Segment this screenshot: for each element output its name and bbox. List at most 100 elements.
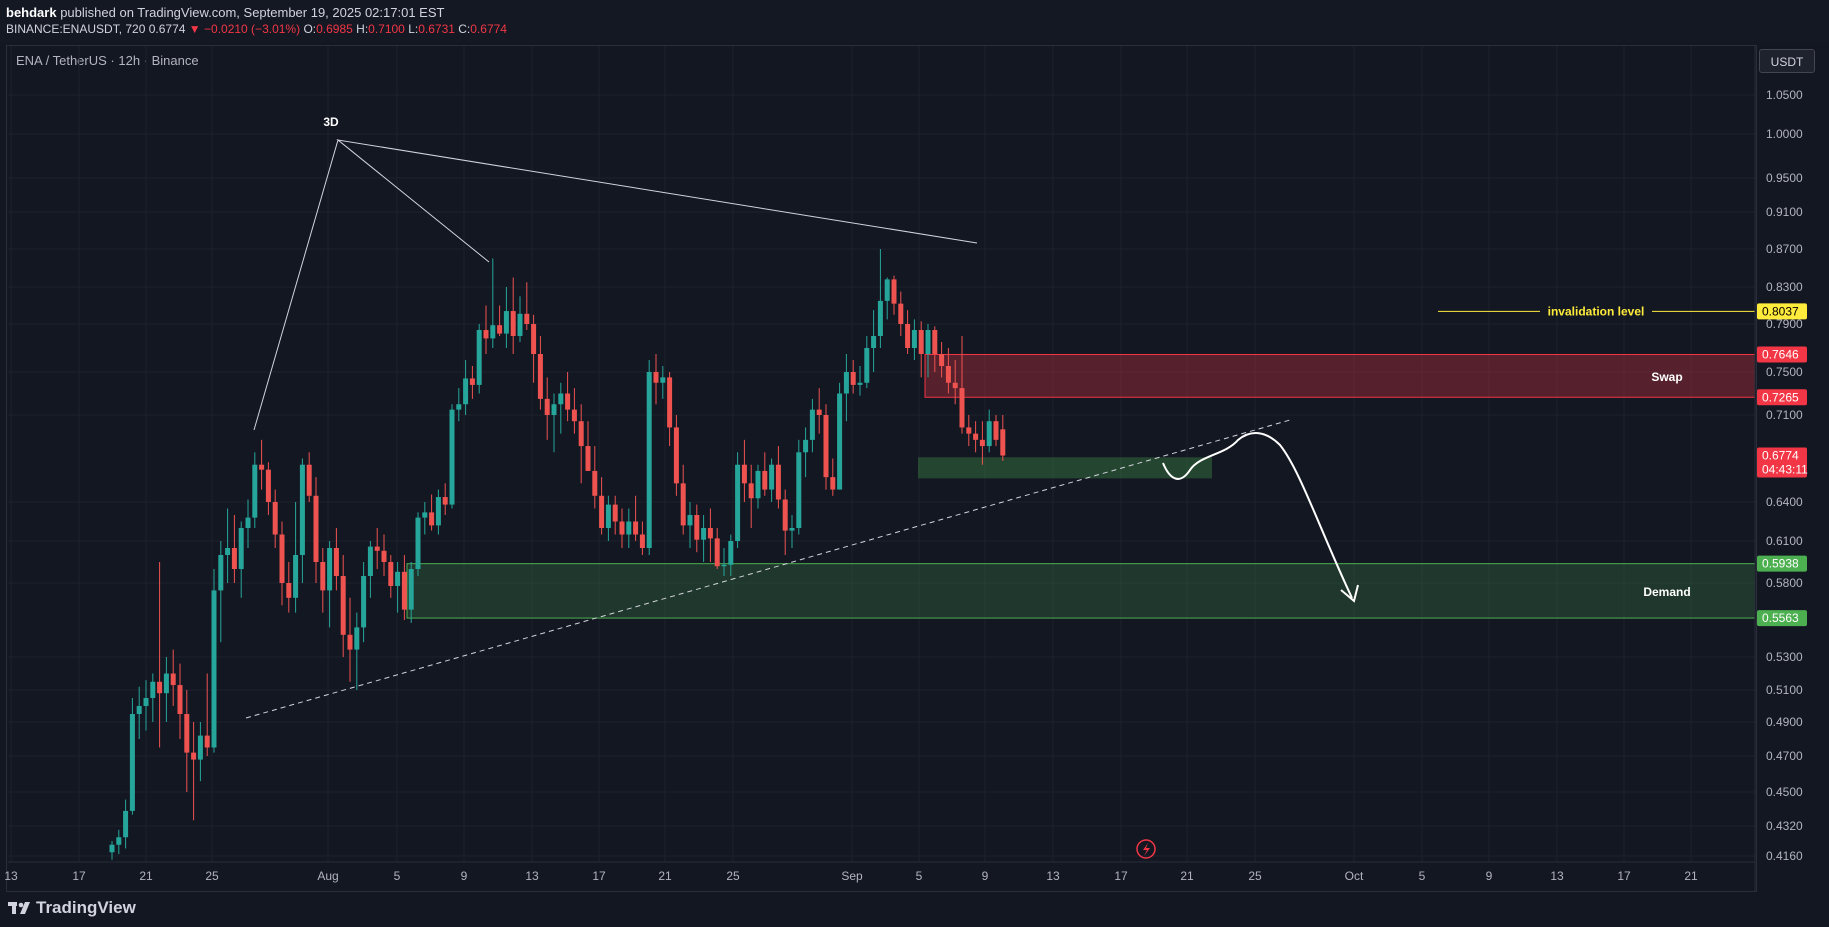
candle-body — [775, 464, 781, 500]
candle-body — [605, 504, 611, 528]
candle-body — [755, 470, 761, 499]
low-label: L: — [408, 22, 419, 36]
candle-body — [939, 354, 945, 366]
candle-body — [476, 330, 482, 385]
y-tick-label: 0.4320 — [1766, 819, 1803, 833]
candle-body — [238, 528, 244, 569]
candle-body — [660, 377, 666, 383]
candle-body — [415, 517, 421, 569]
candle-body — [993, 421, 999, 440]
footer — [0, 893, 1829, 927]
candle-body — [857, 382, 863, 385]
candle-body — [565, 393, 571, 410]
price-tag — [1757, 610, 1807, 627]
chart-frame — [6, 45, 1757, 892]
x-tick-label: 9 — [1486, 869, 1493, 883]
candle-body — [184, 714, 190, 753]
x-tick-label: 21 — [1684, 869, 1698, 883]
candle-body — [898, 303, 904, 324]
candle-body — [259, 464, 265, 470]
open-label: O: — [303, 22, 317, 36]
candle-body — [286, 583, 292, 598]
candle-body — [191, 752, 197, 760]
candle-body — [524, 313, 530, 324]
tradingview-logo[interactable]: TradingView — [8, 898, 136, 918]
open-value: 0.6985 — [316, 22, 353, 36]
candle-body — [299, 464, 305, 555]
candle-body — [973, 433, 979, 440]
zones: Swap Demand — [406, 353, 1756, 619]
candle-body — [911, 330, 917, 348]
candle-body — [116, 837, 122, 845]
x-tick-label: Sep — [841, 869, 863, 883]
x-tick-label: 21 — [658, 869, 672, 883]
candle-body — [728, 541, 734, 565]
candle-body — [701, 528, 707, 540]
candle-body — [612, 504, 618, 522]
close-label: C: — [458, 22, 471, 36]
candle-body — [381, 550, 387, 562]
low-value: 0.6731 — [418, 22, 455, 36]
price-tag-label: 0.8037 — [1762, 304, 1799, 318]
author-name[interactable]: behdark — [6, 5, 57, 20]
price-tag-label: 0.7646 — [1762, 347, 1799, 361]
x-tick-label: 21 — [139, 869, 153, 883]
y-tick-label: 0.7500 — [1766, 365, 1803, 379]
candle-body — [483, 330, 489, 339]
chart-title: ENA / TetherUS · 12h · Binance — [16, 53, 199, 68]
candle-body — [157, 681, 163, 694]
invalidation-label: invalidation level — [1548, 304, 1645, 318]
y-tick-label: 0.5300 — [1766, 650, 1803, 664]
candle-body — [388, 562, 394, 586]
ohlc-line: BINANCE:ENAUSDT, 720 0.6774 ▼ −0.0210 (−… — [6, 22, 507, 36]
x-tick-label: 13 — [1550, 869, 1564, 883]
candle-body — [354, 627, 360, 650]
y-tick-label: 0.5100 — [1766, 683, 1803, 697]
candle-body — [735, 464, 741, 541]
candle-body — [667, 377, 673, 428]
candle-body — [136, 706, 142, 714]
candle-body — [884, 279, 890, 301]
candle-body — [877, 300, 883, 336]
candle-body — [143, 698, 149, 706]
candle-body — [245, 517, 251, 528]
candle-body — [225, 548, 231, 555]
y-tick-label: 1.0000 — [1766, 127, 1803, 141]
candle-body — [367, 546, 373, 576]
candle-body — [918, 330, 924, 354]
candle-body — [850, 372, 856, 385]
price-tag — [1757, 555, 1807, 572]
candle-body — [211, 590, 217, 748]
candle-body — [891, 279, 897, 304]
candle-body — [619, 521, 625, 535]
candle-body — [823, 415, 829, 478]
candle-body — [558, 393, 564, 405]
candle-body — [503, 311, 509, 334]
candle-body — [707, 528, 713, 539]
candle-body — [932, 330, 938, 354]
candle-body — [456, 404, 462, 410]
x-tick-label: Aug — [317, 869, 338, 883]
grid — [8, 46, 1755, 862]
y-tick-label: 0.9100 — [1766, 205, 1803, 219]
candle-body — [109, 844, 115, 853]
currency-unit-button[interactable]: USDT — [1759, 49, 1815, 73]
candle-body — [578, 421, 584, 447]
candle-body — [204, 735, 210, 748]
x-tick-label: 5 — [916, 869, 923, 883]
tradingview-logo-icon — [8, 902, 30, 914]
publish-info: published on TradingView.com, September … — [60, 5, 445, 20]
candle-body — [687, 515, 693, 526]
candle-body — [361, 576, 367, 628]
candle-body — [333, 548, 339, 576]
trendline-dashed — [245, 419, 1291, 719]
change-down-icon: ▼ — [188, 22, 201, 36]
3d-pattern-lines — [253, 139, 978, 431]
candle-body — [150, 681, 156, 698]
candle-body — [646, 372, 652, 548]
zone-demand — [406, 563, 1756, 619]
zone-small-demand — [918, 457, 1212, 479]
candle-body — [531, 324, 537, 354]
candle-body — [871, 336, 877, 348]
